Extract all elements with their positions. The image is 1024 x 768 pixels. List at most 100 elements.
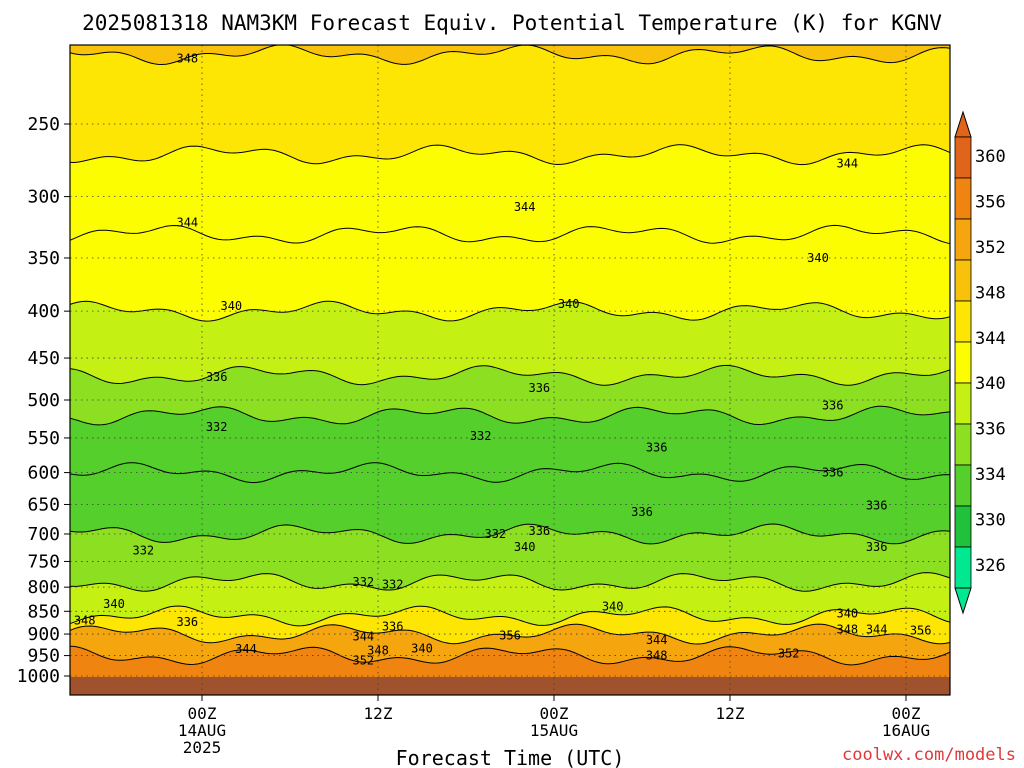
theta-band (70, 45, 950, 65)
contour-label: 340 (836, 607, 858, 621)
x-tick-label: 12Z (364, 704, 393, 723)
contour-label: 348 (74, 614, 96, 628)
contour-line (70, 405, 950, 426)
contour-label: 348 (646, 649, 668, 663)
contour-label: 332 (132, 544, 154, 558)
x-tick-label: 12Z (716, 704, 745, 723)
y-tick-label: 250 (27, 114, 60, 135)
contour-label: 336 (528, 524, 550, 538)
x-tick-label: 14AUG (178, 721, 226, 740)
contour-label: 336 (631, 505, 653, 519)
contour-line (70, 462, 950, 484)
surface-band (70, 677, 950, 695)
contour-label: 336 (866, 499, 888, 513)
colorbar-segment (954, 259, 972, 302)
contour-label: 356 (910, 623, 932, 637)
contour-line (70, 144, 950, 166)
contour-label: 336 (866, 540, 888, 554)
contour-line (70, 605, 950, 627)
y-tick-label: 850 (27, 601, 60, 622)
contour-line (70, 364, 950, 386)
colorbar-segment (954, 423, 972, 466)
contour-label: 352 (778, 646, 800, 660)
colorbar-segment (954, 546, 972, 589)
contour-label: 352 (352, 654, 374, 668)
contour-label: 332 (382, 578, 404, 592)
y-tick-label: 600 (27, 463, 60, 484)
contour-label: 348 (836, 623, 858, 637)
colorbar-label: 326 (975, 556, 1006, 576)
contour-label: 348 (367, 644, 389, 658)
plot-frame (69, 44, 951, 696)
y-tick-label: 750 (27, 551, 60, 572)
contour-label: 344 (836, 156, 858, 170)
y-tick-label: 500 (27, 390, 60, 411)
colorbar-label: 348 (975, 283, 1006, 303)
contour-label: 336 (206, 370, 228, 384)
contour-line (70, 645, 950, 666)
theta-contour-layer (70, 45, 950, 666)
colorbar-top-arrow (954, 110, 972, 138)
y-tick-label: 450 (27, 348, 60, 369)
contour-label: 356 (499, 628, 521, 642)
x-tick-label: 15AUG (530, 721, 578, 740)
colorbar: 360 356 352 348 344 340 336 334 330 326 (954, 110, 1006, 615)
y-tick-label: 1000 (17, 666, 60, 687)
y-tick-label: 550 (27, 428, 60, 449)
contour-label: 344 (235, 642, 257, 656)
contour-label: 336 (528, 381, 550, 395)
contour-label: 340 (602, 600, 624, 614)
contour-label: 336 (176, 615, 198, 629)
contour-label: 340 (220, 299, 242, 313)
colorbar-segment (954, 382, 972, 425)
colorbar-label: 352 (975, 238, 1006, 258)
contour-label: 344 (176, 215, 198, 229)
y-tick-label: 700 (27, 524, 60, 545)
contour-line (70, 572, 950, 592)
x-tick-label: 00Z (188, 704, 217, 723)
contour-label: 336 (822, 399, 844, 413)
x-tick-label: 00Z (892, 704, 921, 723)
y-tick-label: 350 (27, 248, 60, 269)
contour-label: 336 (382, 619, 404, 633)
colorbar-label: 360 (975, 147, 1006, 167)
contour-label: 332 (206, 420, 228, 434)
theta-band (70, 45, 950, 165)
colorbar-segment (954, 505, 972, 548)
contour-label: 340 (411, 641, 433, 655)
contour-label: 344 (646, 633, 668, 647)
y-tick-label: 800 (27, 577, 60, 598)
contour-label: 344 (866, 623, 888, 637)
y-tick-label: 650 (27, 494, 60, 515)
colorbar-segment (954, 300, 972, 343)
grid-layer (70, 45, 950, 695)
contour-label: 336 (646, 440, 668, 454)
colorbar-bottom-arrow (954, 587, 972, 615)
y-tick-label: 950 (27, 646, 60, 667)
contour-line (70, 45, 950, 66)
colorbar-segment (954, 341, 972, 384)
y-axis: 2503003504004505005506006507007508008509… (17, 114, 70, 687)
contour-label: 332 (352, 575, 374, 589)
contour-label: 340 (807, 251, 829, 265)
colorbar-label: 344 (975, 329, 1006, 349)
contour-label: 332 (484, 527, 506, 541)
colorbar-segment (954, 218, 972, 261)
colorbar-label: 356 (975, 192, 1006, 212)
y-tick-label: 900 (27, 624, 60, 645)
y-tick-label: 300 (27, 187, 60, 208)
theta-band (70, 144, 950, 244)
colorbar-label: 336 (975, 420, 1006, 440)
contour-label: 340 (514, 540, 536, 554)
y-tick-label: 400 (27, 301, 60, 322)
contour-label: 344 (352, 629, 374, 643)
contour-line (70, 523, 950, 545)
x-tick-label: 2025 (183, 738, 222, 757)
colorbar-segment (954, 177, 972, 220)
theta-band (70, 624, 950, 665)
contour-label: 344 (514, 200, 536, 214)
